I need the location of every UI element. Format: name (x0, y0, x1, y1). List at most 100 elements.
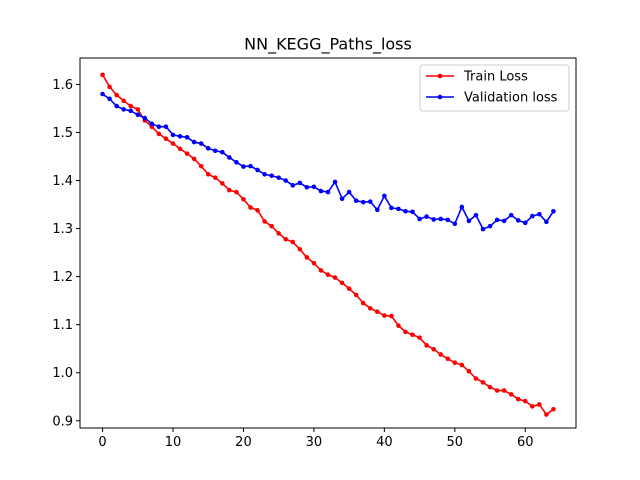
data-point (382, 193, 387, 199)
data-point (346, 286, 352, 291)
data-point (311, 184, 317, 190)
axes-frame (79, 57, 577, 429)
data-point (170, 141, 176, 146)
y-tick-label: 1.4 (52, 174, 73, 189)
data-point (107, 84, 112, 90)
data-point (537, 211, 542, 217)
data-point (445, 356, 451, 362)
data-point (276, 231, 281, 236)
y-tick-label: 1.0 (52, 366, 73, 381)
data-point (114, 103, 119, 109)
data-point (128, 108, 134, 114)
x-tick-label: 40 (376, 435, 393, 450)
legend-label: Train Loss (463, 70, 528, 85)
data-point (135, 112, 141, 118)
data-point (191, 139, 197, 145)
x-tick-label: 10 (165, 435, 182, 450)
y-tick-label: 1.5 (52, 126, 73, 141)
data-point (212, 175, 218, 180)
data-point (184, 134, 190, 140)
data-point (403, 208, 408, 214)
data-point (262, 171, 267, 177)
data-point (170, 132, 176, 138)
data-point (424, 214, 429, 219)
x-axis: 0 10 20 30 40 50 60 (98, 428, 534, 450)
data-point (107, 96, 112, 102)
data-point (325, 189, 331, 195)
data-point (494, 217, 500, 223)
data-point (156, 131, 162, 137)
data-point (156, 124, 162, 130)
data-point (445, 217, 451, 223)
x-tick-label: 0 (98, 435, 106, 450)
legend-box (419, 64, 570, 112)
data-point (452, 360, 458, 365)
legend-marker (437, 94, 443, 100)
data-point (459, 362, 465, 368)
data-point (142, 115, 148, 121)
data-point (410, 332, 415, 338)
data-point (198, 141, 204, 146)
data-point (459, 204, 465, 210)
data-point (522, 398, 528, 404)
data-point (339, 280, 345, 286)
data-point (234, 189, 239, 195)
data-point (487, 384, 493, 390)
data-point (128, 103, 134, 109)
data-point (487, 223, 493, 229)
data-point (276, 175, 281, 180)
data-point (544, 412, 549, 417)
data-point (227, 187, 232, 193)
data-point (466, 218, 472, 224)
data-point (177, 146, 183, 152)
data-point (325, 272, 331, 278)
legend-label: Validation loss (464, 91, 558, 106)
data-point (332, 179, 338, 185)
y-tick-label: 0.9 (52, 414, 73, 429)
data-point (431, 217, 436, 222)
data-point (191, 156, 197, 162)
data-point (353, 198, 359, 204)
data-point (255, 167, 260, 173)
data-point (304, 255, 310, 260)
x-tick-label: 50 (447, 435, 464, 450)
data-point (389, 313, 394, 319)
data-point (494, 388, 500, 393)
data-point (227, 155, 232, 160)
data-point (480, 226, 486, 232)
series-layer (100, 72, 556, 417)
x-tick-label: 60 (517, 435, 534, 450)
data-point (163, 124, 169, 130)
data-point (508, 212, 514, 218)
data-point (248, 163, 253, 169)
data-point (424, 343, 429, 348)
data-point (410, 209, 415, 215)
data-point (220, 149, 225, 155)
data-point (121, 107, 126, 112)
data-point (375, 207, 380, 213)
data-point (522, 220, 528, 226)
data-point (382, 313, 387, 318)
data-point (297, 180, 303, 186)
data-point (100, 91, 105, 97)
data-point (121, 98, 126, 104)
data-point (417, 335, 422, 340)
legend-marker (437, 73, 443, 79)
data-point (283, 178, 289, 183)
data-point (530, 404, 535, 409)
data-point (530, 213, 535, 219)
y-tick-label: 1.2 (52, 270, 73, 285)
data-point (501, 218, 507, 224)
legend: Train Loss Validation loss (419, 64, 570, 112)
data-point (248, 205, 253, 210)
data-point (100, 72, 105, 78)
data-point (438, 216, 444, 222)
data-point (396, 206, 401, 212)
data-point (367, 306, 373, 311)
data-point (290, 239, 296, 245)
data-point (389, 205, 394, 211)
data-point (360, 300, 366, 306)
series-train-loss (100, 72, 556, 417)
data-point (452, 221, 458, 227)
